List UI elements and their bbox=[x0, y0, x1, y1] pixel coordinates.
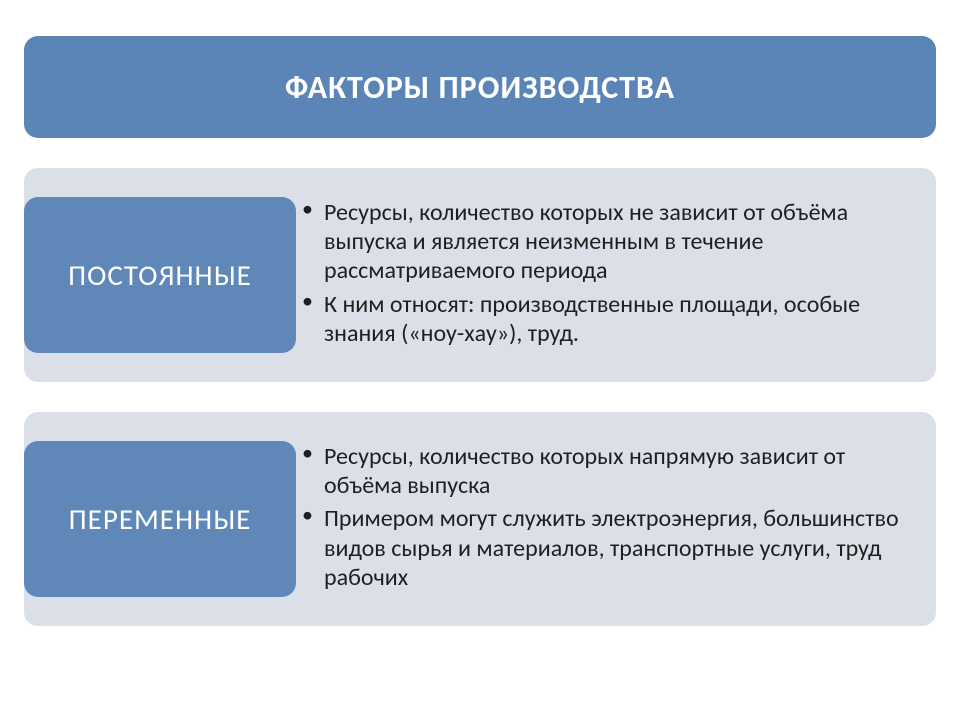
row-1-list: Ресурсы, количество которых не зависит о… bbox=[324, 198, 908, 352]
header-box: ФАКТОРЫ ПРОИЗВОДСТВА bbox=[24, 36, 936, 138]
row-2-label-box: ПЕРЕМЕННЫЕ bbox=[24, 441, 296, 597]
row-2: ПЕРЕМЕННЫЕ Ресурсы, количество которых н… bbox=[24, 412, 936, 626]
header-title: ФАКТОРЫ ПРОИЗВОДСТВА bbox=[285, 68, 675, 107]
row-2-list: Ресурсы, количество которых напрямую зав… bbox=[324, 442, 908, 596]
list-item: Ресурсы, количество которых напрямую зав… bbox=[324, 442, 908, 501]
row-1: ПОСТОЯННЫЕ Ресурсы, количество которых н… bbox=[24, 168, 936, 382]
list-item: К ним относят: производственные площади,… bbox=[324, 290, 908, 349]
row-1-label-box: ПОСТОЯННЫЕ bbox=[24, 197, 296, 353]
list-item: Примером могут служить электроэнергия, б… bbox=[324, 504, 908, 592]
list-item: Ресурсы, количество которых не зависит о… bbox=[324, 198, 908, 286]
diagram-container: ФАКТОРЫ ПРОИЗВОДСТВА ПОСТОЯННЫЕ Ресурсы,… bbox=[0, 0, 960, 646]
row-2-label: ПЕРЕМЕННЫЕ bbox=[69, 501, 252, 537]
row-1-label: ПОСТОЯННЫЕ bbox=[68, 257, 252, 293]
